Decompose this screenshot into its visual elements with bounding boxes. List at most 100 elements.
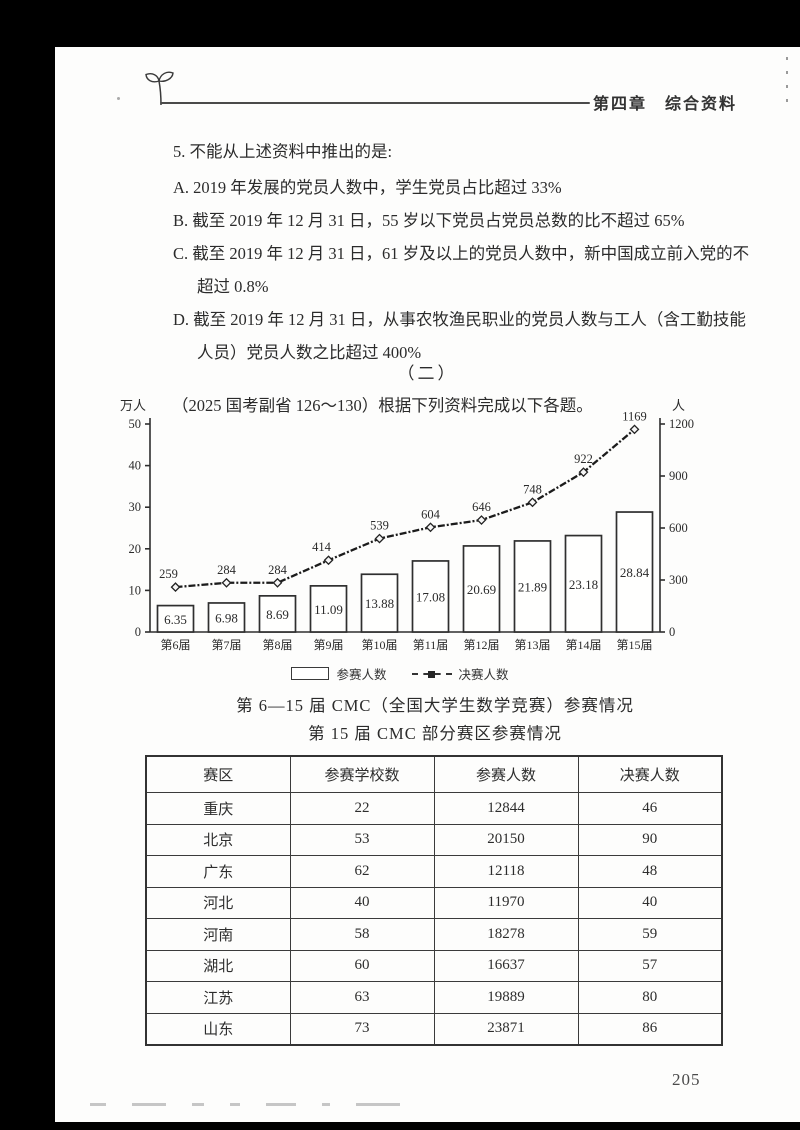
table-cell: 62 bbox=[289, 855, 435, 888]
x-axis-label: 第6届 bbox=[160, 638, 190, 652]
bar-value-label: 21.89 bbox=[518, 579, 547, 594]
right-tick-label: 1200 bbox=[669, 417, 694, 431]
legend-bar-label: 参赛人数 bbox=[336, 668, 387, 682]
header-rule bbox=[160, 102, 590, 104]
table-cell: 湖北 bbox=[145, 949, 291, 982]
table-cell: 12844 bbox=[433, 792, 579, 825]
legend-line-swatch bbox=[411, 670, 452, 678]
right-tick-label: 600 bbox=[669, 521, 688, 535]
question-stem: 5. 不能从上述资料中推出的是: bbox=[173, 142, 393, 161]
left-tick-label: 10 bbox=[129, 583, 142, 597]
x-axis-label: 第15届 bbox=[616, 638, 652, 652]
chart-bar bbox=[360, 573, 399, 633]
chart-bar bbox=[411, 560, 450, 633]
table-cell: 河南 bbox=[145, 918, 291, 951]
line-value-label: 748 bbox=[523, 482, 542, 496]
material-source-line: （2025 国考副省 126～130）根据下列资料完成以下各题。 bbox=[172, 396, 593, 415]
question-option-line: 超过 0.8% bbox=[197, 277, 269, 296]
table-cell: 53 bbox=[289, 823, 435, 856]
chart-bar bbox=[564, 534, 603, 633]
bar-value-label: 20.69 bbox=[467, 582, 496, 597]
left-tick-label: 40 bbox=[129, 459, 142, 473]
line-marker bbox=[425, 522, 436, 533]
section-marker: （二） bbox=[397, 364, 458, 383]
bar-value-label: 8.69 bbox=[266, 607, 289, 622]
bar-value-label: 23.18 bbox=[569, 577, 598, 592]
region-data-table: 赛区 参赛学校数 参赛人数 决赛人数 重庆 22 12844 46 北京 53 20150 90 广东 6… bbox=[145, 755, 723, 1046]
question-option-line: A. 2019 年发展的党员人数中，学生党员占比超过 33% bbox=[173, 178, 562, 197]
table-header-cell: 参赛学校数 bbox=[289, 755, 435, 793]
question-option-line: C. 截至 2019 年 12 月 31 日，61 岁及以上的党员人数中，新中国… bbox=[173, 244, 750, 263]
right-tick-label: 0 bbox=[669, 625, 675, 639]
table-row: 湖北 60 16637 57 bbox=[145, 949, 723, 982]
table-cell: 山东 bbox=[145, 1012, 291, 1046]
line-value-label: 259 bbox=[159, 567, 178, 581]
table-header-cell: 决赛人数 bbox=[577, 755, 723, 793]
combo-chart: 0 10 20 30 40 50 0 300 600 900 1200 万人 人 6.35 第6届 6.98 第… bbox=[120, 398, 694, 652]
chart-title: 第 6—15 届 CMC（全国大学生数学竞赛）参赛情况 bbox=[236, 696, 634, 715]
table-cell: 48 bbox=[577, 855, 723, 888]
chart-bar bbox=[309, 585, 348, 633]
table-cell: 57 bbox=[577, 949, 723, 982]
left-tick-label: 20 bbox=[129, 542, 142, 556]
chart-legend: 参赛人数 决赛人数 bbox=[115, 664, 685, 683]
scan-noise-right bbox=[786, 57, 790, 113]
table-cell: 北京 bbox=[145, 823, 291, 856]
line-marker bbox=[170, 582, 181, 593]
question-option-line: B. 截至 2019 年 12 月 31 日，55 岁以下党员占党员总数的比不超… bbox=[173, 211, 685, 230]
chart-bar bbox=[462, 545, 501, 633]
x-axis-label: 第10届 bbox=[361, 638, 397, 652]
table-cell: 重庆 bbox=[145, 792, 291, 825]
table-cell: 18278 bbox=[433, 918, 579, 951]
line-marker bbox=[527, 497, 538, 508]
right-tick-label: 300 bbox=[669, 573, 688, 587]
chart-line bbox=[175, 428, 636, 589]
table-cell: 江苏 bbox=[145, 981, 291, 1014]
line-marker bbox=[578, 467, 589, 478]
table-cell: 广东 bbox=[145, 855, 291, 888]
bar-value-label: 11.09 bbox=[314, 602, 343, 617]
left-tick-label: 50 bbox=[129, 417, 142, 431]
scan-dot bbox=[117, 97, 120, 100]
x-axis-label: 第8届 bbox=[262, 638, 292, 652]
table-cell: 12118 bbox=[433, 855, 579, 888]
question-options: A. 2019 年发展的党员人数中，学生党员占比超过 33% B. 截至 2019… bbox=[173, 171, 773, 369]
question-option-line: D. 截至 2019 年 12 月 31 日，从事农牧渔民职业的党员人数与工人（… bbox=[173, 310, 746, 329]
table-title: 第 15 届 CMC 部分赛区参赛情况 bbox=[308, 724, 562, 743]
x-axis-label: 第11届 bbox=[413, 638, 449, 652]
x-axis-label: 第9届 bbox=[313, 638, 343, 652]
bar-value-label: 6.98 bbox=[215, 610, 238, 625]
legend-bar-swatch bbox=[291, 667, 330, 680]
table-cell: 58 bbox=[289, 918, 435, 951]
table-header-cell: 赛区 bbox=[145, 755, 291, 793]
table-row: 北京 53 20150 90 bbox=[145, 823, 723, 856]
chart-bar bbox=[258, 594, 297, 633]
table-cell: 40 bbox=[577, 886, 723, 919]
table-row: 河北 40 11970 40 bbox=[145, 886, 723, 919]
line-value-label: 922 bbox=[574, 452, 593, 466]
scanned-page: 第四章 综合资料 5. 不能从上述资料中推出的是: A. 2019 年发展的党员… bbox=[55, 47, 800, 1122]
line-marker bbox=[221, 577, 232, 588]
right-axis-unit: 人 bbox=[672, 398, 685, 413]
table-row: 广东 62 12118 48 bbox=[145, 855, 723, 888]
line-value-label: 604 bbox=[421, 507, 441, 521]
table-row: 重庆 22 12844 46 bbox=[145, 792, 723, 825]
scan-smudge-row bbox=[90, 1103, 426, 1107]
left-tick-label: 30 bbox=[129, 500, 142, 514]
table-cell: 90 bbox=[577, 823, 723, 856]
line-value-label: 284 bbox=[217, 563, 237, 577]
line-value-label: 646 bbox=[472, 500, 491, 514]
bar-value-label: 17.08 bbox=[416, 589, 445, 604]
table-row: 河南 58 18278 59 bbox=[145, 918, 723, 951]
chapter-header: 第四章 综合资料 bbox=[593, 96, 738, 113]
sprout-logo-icon bbox=[145, 71, 174, 106]
question-option-line: 人员）党员人数之比超过 400% bbox=[197, 343, 422, 362]
table-header-cell: 参赛人数 bbox=[433, 755, 579, 793]
line-marker bbox=[374, 533, 385, 544]
line-value-label: 284 bbox=[268, 563, 288, 577]
table-cell: 河北 bbox=[145, 886, 291, 919]
table-cell: 80 bbox=[577, 981, 723, 1014]
table-cell: 86 bbox=[577, 1012, 723, 1046]
table-cell: 46 bbox=[577, 792, 723, 825]
chart-bar bbox=[513, 540, 552, 633]
